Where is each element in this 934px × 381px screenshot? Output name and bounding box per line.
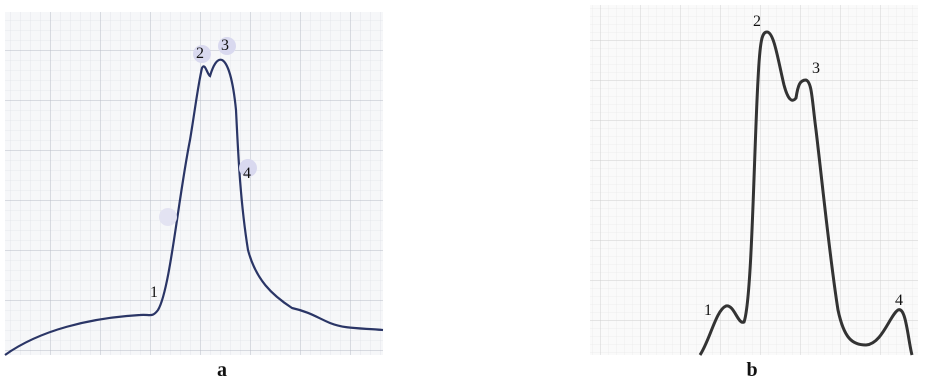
panel-b: 1 2 3 4 b: [590, 5, 918, 381]
point-label: 2: [753, 13, 761, 30]
grid-paper: [5, 12, 383, 355]
panel-a: 1 2 3 4 a: [5, 12, 383, 381]
point-label: 3: [221, 37, 229, 54]
panel-label: b: [746, 359, 757, 381]
panel-label: a: [217, 359, 227, 381]
point-label: 2: [196, 45, 204, 62]
figure: 1 2 3 4 a 1 2 3 4 b: [0, 0, 934, 381]
point-label: 1: [150, 284, 158, 301]
point-label: 3: [812, 60, 820, 77]
point-label: 4: [243, 165, 251, 182]
point-label: 4: [895, 292, 903, 309]
marker: [159, 208, 177, 226]
point-label: 1: [704, 302, 712, 319]
